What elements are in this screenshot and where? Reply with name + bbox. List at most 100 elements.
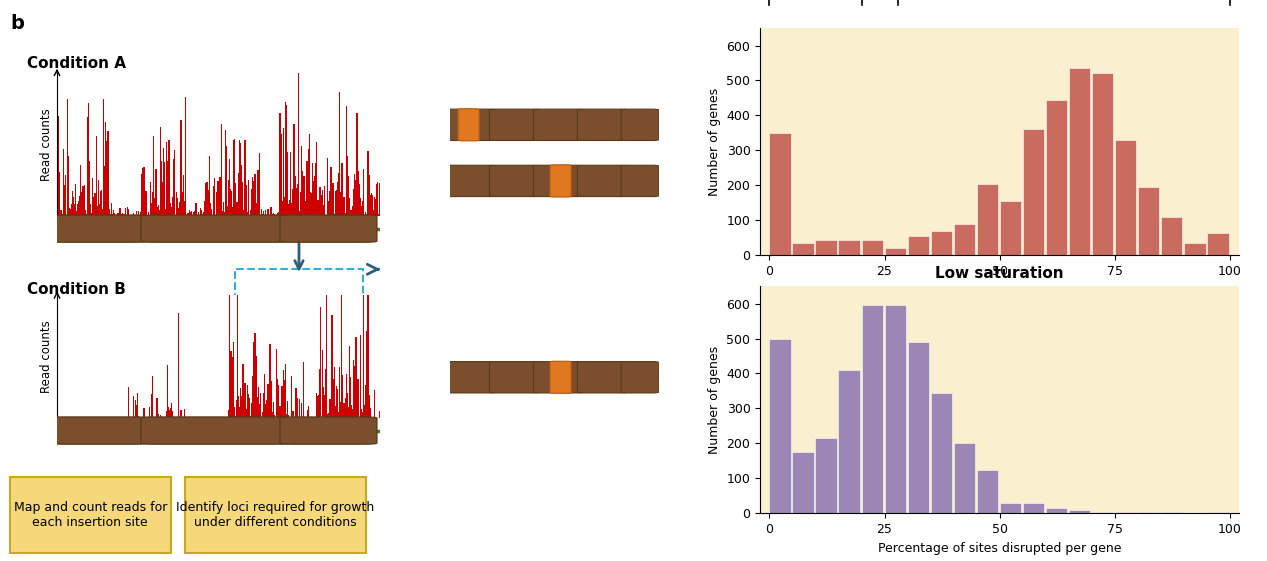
Bar	[172, 411, 174, 418]
Bar	[816, 438, 837, 513]
Bar	[142, 168, 143, 216]
Bar	[174, 150, 175, 216]
Bar	[328, 211, 329, 216]
Bar	[345, 411, 346, 418]
Bar	[113, 210, 114, 216]
Bar	[305, 204, 307, 216]
Bar	[366, 331, 367, 418]
Bar	[118, 214, 119, 216]
Bar	[245, 140, 246, 216]
Bar	[280, 134, 281, 216]
Bar	[56, 200, 58, 216]
Bar	[370, 410, 371, 418]
Bar	[146, 197, 147, 216]
Bar	[266, 400, 267, 418]
Bar	[253, 208, 255, 216]
Bar	[343, 403, 345, 418]
FancyBboxPatch shape	[185, 477, 366, 553]
Bar	[271, 381, 272, 418]
FancyBboxPatch shape	[533, 362, 584, 393]
Bar	[907, 342, 929, 513]
Bar	[370, 213, 371, 216]
Bar	[317, 411, 318, 418]
Bar	[294, 124, 295, 216]
Bar	[328, 406, 329, 418]
Bar	[80, 164, 81, 216]
Bar	[218, 181, 219, 216]
FancyBboxPatch shape	[141, 417, 290, 444]
Bar	[201, 214, 203, 216]
Bar	[208, 213, 209, 216]
Bar	[331, 167, 332, 216]
FancyBboxPatch shape	[280, 215, 376, 242]
Bar	[286, 105, 288, 216]
Bar	[158, 205, 160, 216]
Bar	[362, 169, 364, 216]
FancyBboxPatch shape	[10, 477, 171, 553]
Bar	[91, 177, 92, 216]
Bar	[345, 213, 346, 216]
Bar	[348, 407, 350, 418]
Text: Map and count reads for
each insertion site: Map and count reads for each insertion s…	[14, 501, 167, 529]
Bar	[318, 200, 319, 216]
Bar	[307, 160, 309, 216]
Bar	[166, 411, 167, 418]
FancyBboxPatch shape	[550, 361, 571, 393]
Bar	[270, 208, 271, 216]
Bar	[57, 116, 58, 216]
Bar	[299, 211, 300, 216]
Bar	[260, 393, 261, 418]
Bar	[245, 383, 246, 418]
FancyBboxPatch shape	[446, 362, 495, 393]
Bar	[379, 183, 381, 216]
Bar	[319, 369, 321, 418]
Bar	[256, 356, 257, 418]
Bar	[228, 180, 229, 216]
Bar	[128, 387, 129, 418]
Bar	[359, 398, 360, 418]
Bar	[1045, 100, 1067, 255]
Bar	[276, 215, 277, 216]
Text: Mutant 2: Mutant 2	[242, 365, 298, 378]
Bar	[232, 357, 233, 418]
Bar	[73, 197, 75, 216]
Bar	[323, 205, 324, 216]
Bar	[236, 416, 237, 418]
Bar	[198, 211, 199, 216]
Bar	[155, 199, 156, 216]
Bar	[251, 403, 252, 418]
Bar	[166, 365, 167, 418]
Bar	[378, 214, 379, 216]
Bar	[228, 268, 229, 418]
Bar	[284, 380, 285, 418]
Bar	[264, 215, 265, 216]
Bar	[204, 201, 205, 216]
Bar	[977, 470, 998, 513]
Bar	[199, 215, 200, 216]
Bar	[357, 379, 359, 418]
Bar	[101, 209, 103, 216]
Bar	[167, 161, 169, 216]
Bar	[86, 214, 87, 216]
Bar	[348, 199, 350, 216]
Bar	[324, 215, 326, 216]
Bar	[884, 249, 906, 255]
Bar	[954, 224, 976, 255]
Bar	[290, 376, 291, 418]
Bar	[360, 335, 361, 418]
FancyBboxPatch shape	[621, 362, 659, 393]
Bar	[167, 407, 169, 418]
Bar	[266, 214, 267, 216]
FancyBboxPatch shape	[459, 109, 479, 141]
Bar	[152, 376, 153, 418]
Bar	[68, 208, 70, 216]
Bar	[87, 103, 89, 216]
Bar	[241, 396, 242, 418]
Bar	[191, 215, 193, 216]
Bar	[111, 203, 113, 216]
Bar	[111, 214, 113, 216]
Bar	[907, 236, 929, 255]
Bar	[336, 386, 337, 418]
Bar	[252, 177, 253, 216]
FancyBboxPatch shape	[578, 362, 627, 393]
